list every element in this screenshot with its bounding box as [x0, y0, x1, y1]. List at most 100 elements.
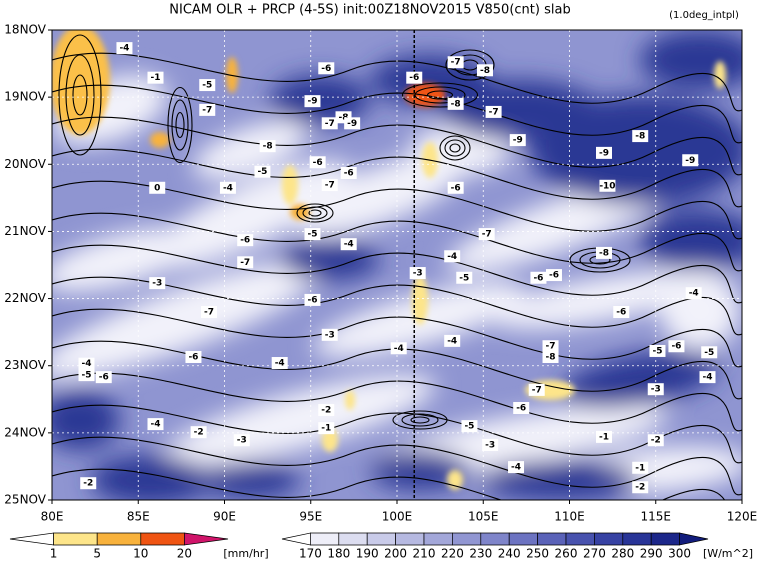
contour-line [52, 212, 742, 272]
colorbar-swatch [310, 532, 340, 546]
contour-label-text: -5 [202, 81, 212, 91]
x-tick-label: 100E [382, 510, 413, 524]
contour-label-text: -3 [325, 330, 335, 340]
contour-label: -9 [304, 95, 321, 108]
contour-label: -1 [596, 430, 612, 443]
contour-label-bg [699, 371, 716, 384]
contour-label-bg [599, 179, 616, 192]
contour-line [52, 308, 742, 368]
high-olr-dark [90, 455, 210, 500]
contour-label-text: -4 [394, 344, 404, 354]
contour-label-bg [545, 269, 562, 282]
contour-label-bg [485, 105, 502, 118]
contour-label-text: -9 [307, 97, 317, 107]
y-tick-label: 19NOV [4, 90, 46, 104]
contour-label-bg [596, 146, 612, 159]
y-tick-label: 25NOV [4, 493, 46, 507]
high-olr-dark [480, 460, 640, 500]
colorbar-label: 20 [177, 547, 192, 561]
contour-loop [392, 410, 448, 430]
contour-label: -4 [390, 342, 407, 355]
contour-label-text: -8 [480, 66, 490, 76]
contour-label: -4 [271, 357, 288, 370]
contour-label: -2 [647, 434, 664, 447]
y-tick-label: 21NOV [4, 224, 46, 238]
contour-label-bg [199, 103, 216, 116]
contour-label-text: -8 [635, 132, 645, 142]
colorbar-label: 300 [668, 547, 691, 561]
contour-loop [426, 90, 454, 100]
contour-label-text: -7 [451, 58, 461, 68]
contour-label-text: -6 [549, 271, 559, 281]
contour-label-text: -3 [152, 279, 162, 289]
contour-label-text: -7 [532, 385, 542, 395]
contour-label-text: -6 [313, 158, 323, 168]
contour-label-bg [542, 350, 559, 363]
contour-label: -4 [699, 371, 716, 384]
contour-label-bg [668, 340, 685, 353]
x-tick-label: 90E [213, 510, 236, 524]
contour-label: -5 [199, 79, 216, 92]
contour-label: -8 [632, 130, 649, 143]
contour-label-bg [406, 71, 423, 84]
colorbar-swatch [96, 532, 142, 546]
chart-title: NICAM OLR + PRCP (4-5S) init:00Z18NOV201… [169, 3, 570, 18]
contour-label-bg [304, 293, 321, 306]
high-olr-dark [200, 462, 300, 498]
x-tick-label: 105E [468, 510, 499, 524]
contour-line [52, 372, 742, 432]
high-olr-dark [370, 450, 470, 490]
contour-line [52, 468, 726, 500]
contour-label-bg [701, 346, 718, 359]
contour-label-text: -7 [325, 181, 335, 191]
contour-label-bg [530, 271, 547, 284]
contour-label-text: -4 [151, 420, 161, 430]
low-olr-light [491, 271, 709, 329]
contour-label-bg [513, 402, 530, 415]
contour-label: -5 [78, 369, 95, 382]
contour-loop [449, 143, 461, 153]
contour-label: -5 [456, 271, 473, 284]
contour-label-text: -4 [703, 373, 713, 383]
contour-loop [302, 206, 328, 220]
contour-label-text: -4 [344, 240, 354, 250]
contour-label-bg [596, 430, 612, 443]
colorbar: 1 5 10 20 [mm/hr] [9, 532, 269, 561]
precip-patch [282, 165, 298, 205]
low-olr-light [52, 228, 198, 292]
contour-label-bg [647, 383, 664, 396]
plot-frame [51, 29, 743, 501]
contour-label-text: -7 [240, 258, 250, 268]
contour-label-text: -6 [99, 373, 109, 383]
colorbar-swatch [53, 532, 98, 546]
contour-label-bg [528, 383, 545, 396]
contour-label: -5 [701, 346, 718, 359]
contour-label-text: -4 [275, 359, 285, 369]
contour-line [52, 148, 742, 208]
contour-label-text: -8 [263, 142, 273, 152]
contour-label-text: -8 [546, 352, 556, 362]
colorbar-label: 210 [413, 547, 436, 561]
contour-label-bg [632, 130, 649, 143]
colorbar-swatch [140, 532, 185, 546]
contour-line [52, 276, 742, 336]
contour-label-text: -1 [321, 424, 331, 434]
contour-label-text: -1 [151, 73, 161, 83]
contour-label: -7 [237, 256, 254, 269]
colorbar-label: 200 [384, 547, 407, 561]
contour-loop [296, 203, 334, 223]
colorbar-swatch [565, 532, 595, 546]
contour-label: -4 [444, 250, 461, 263]
contour-label: -3 [647, 383, 664, 396]
contour-label-bg [447, 181, 464, 194]
olr-field [52, 30, 742, 500]
contour-label-text: -5 [459, 273, 469, 283]
contour-line [52, 180, 742, 240]
contour-label-bg [482, 438, 499, 451]
colorbar-swatch [423, 532, 453, 546]
colorbar-swatch [281, 532, 311, 546]
contour-label: -6 [530, 271, 547, 284]
contour-label: -7 [321, 179, 338, 192]
contour-label: -1 [318, 422, 335, 435]
